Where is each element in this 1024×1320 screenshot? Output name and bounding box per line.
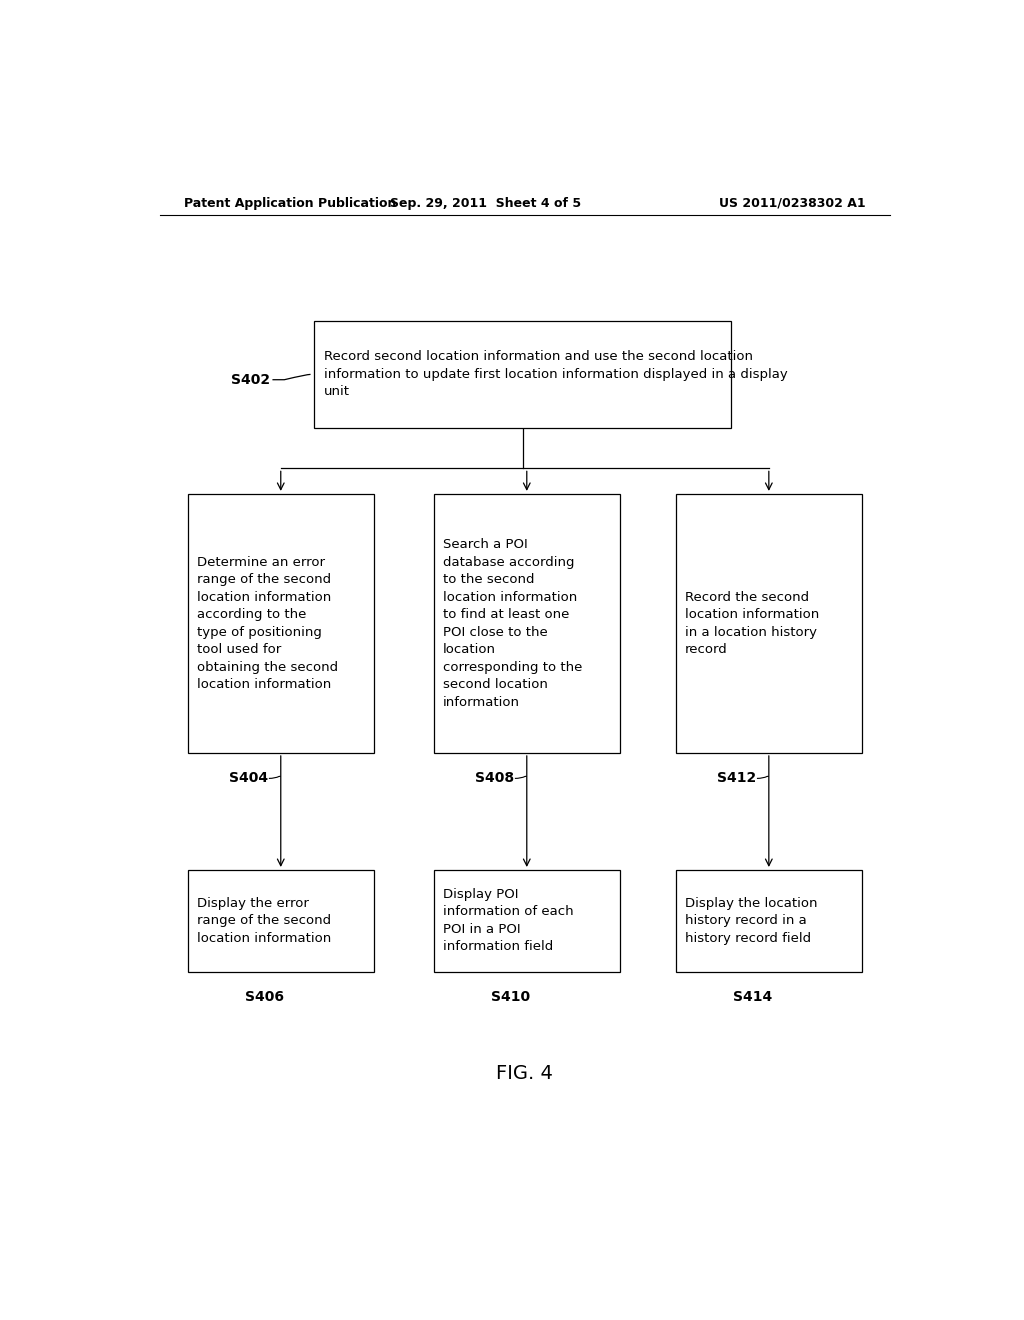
Bar bbox=[187, 870, 374, 972]
Text: S414: S414 bbox=[733, 990, 772, 1005]
Text: Sep. 29, 2011  Sheet 4 of 5: Sep. 29, 2011 Sheet 4 of 5 bbox=[389, 197, 581, 210]
Text: S406: S406 bbox=[246, 990, 285, 1005]
Text: S410: S410 bbox=[492, 990, 530, 1005]
Text: Record the second
location information
in a location history
record: Record the second location information i… bbox=[685, 590, 819, 656]
Text: Search a POI
database according
to the second
location information
to find at le: Search a POI database according to the s… bbox=[443, 539, 583, 709]
Text: Record second location information and use the second location
information to up: Record second location information and u… bbox=[324, 350, 787, 399]
Bar bbox=[433, 494, 620, 752]
Text: US 2011/0238302 A1: US 2011/0238302 A1 bbox=[720, 197, 866, 210]
Text: S408: S408 bbox=[475, 771, 514, 785]
Text: Display the error
range of the second
location information: Display the error range of the second lo… bbox=[197, 896, 332, 945]
Text: FIG. 4: FIG. 4 bbox=[497, 1064, 553, 1082]
Text: S412: S412 bbox=[717, 771, 757, 785]
Bar bbox=[433, 870, 620, 972]
Bar bbox=[676, 494, 862, 752]
Text: Determine an error
range of the second
location information
according to the
typ: Determine an error range of the second l… bbox=[197, 556, 338, 692]
Bar bbox=[676, 870, 862, 972]
Text: Display the location
history record in a
history record field: Display the location history record in a… bbox=[685, 896, 817, 945]
Text: Patent Application Publication: Patent Application Publication bbox=[183, 197, 396, 210]
Text: Display POI
information of each
POI in a POI
information field: Display POI information of each POI in a… bbox=[443, 888, 573, 953]
Bar bbox=[314, 321, 731, 428]
Text: S404: S404 bbox=[229, 771, 268, 785]
Bar bbox=[187, 494, 374, 752]
Text: S402: S402 bbox=[231, 372, 270, 387]
